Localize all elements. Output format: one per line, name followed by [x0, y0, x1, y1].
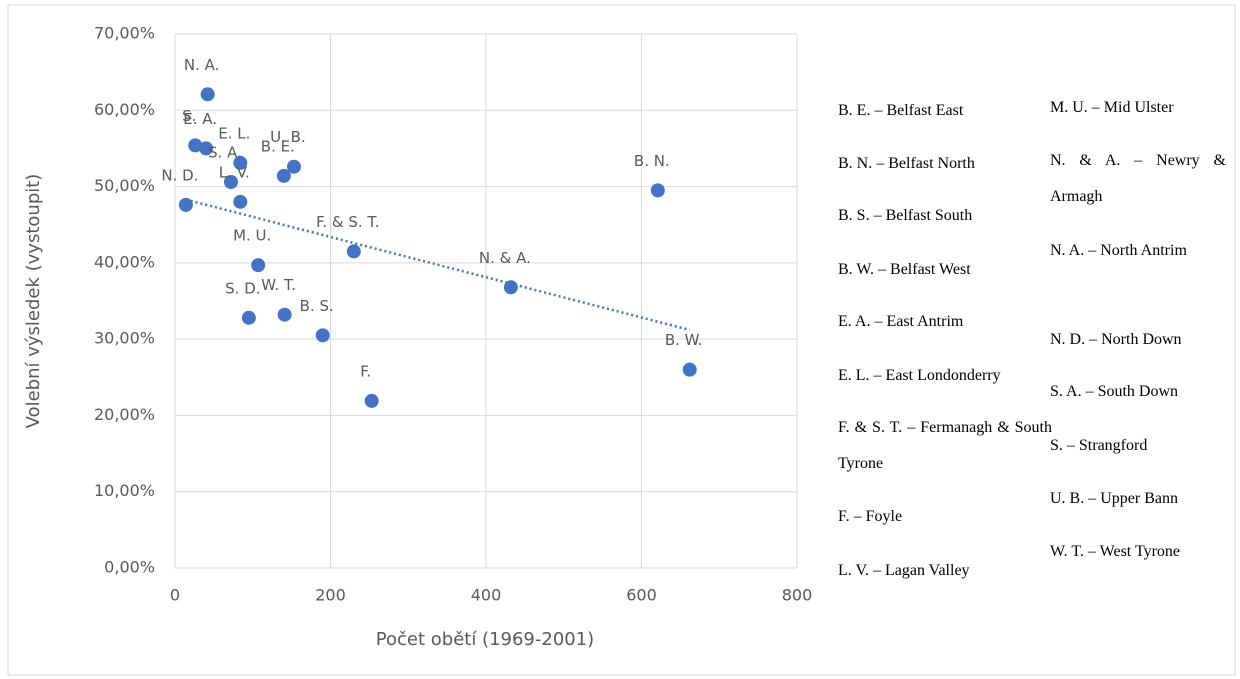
key-entry: B. S. – Belfast South: [838, 207, 973, 224]
point-label: U. B.: [270, 128, 306, 146]
key-entry: N. D. – North Down: [1050, 331, 1182, 348]
x-tick-label: 800: [782, 586, 813, 605]
y-tick-label: 30,00%: [94, 329, 155, 348]
data-point: [277, 307, 292, 322]
key-entry: B. W. – Belfast West: [838, 261, 971, 278]
data-point: [251, 258, 266, 273]
data-point: [233, 194, 248, 209]
key-entry: E. A. – East Antrim: [838, 313, 964, 330]
key-entry: B. N. – Belfast North: [838, 155, 975, 172]
x-tick-label: 400: [471, 586, 502, 605]
data-point: [241, 310, 256, 325]
y-tick-label: 0,00%: [104, 558, 155, 577]
key-entry: N. & A. – Newry & Armagh: [1050, 152, 1226, 205]
y-axis-title: Volební výsledek (vystoupit): [23, 174, 44, 429]
data-point: [178, 197, 193, 212]
x-tick-label: 600: [626, 586, 657, 605]
x-tick-label: 0: [170, 586, 180, 605]
chart-border: [7, 4, 1236, 676]
y-tick-label: 10,00%: [94, 481, 155, 500]
data-point: [223, 174, 238, 189]
x-axis-title: Počet obětí (1969-2001): [376, 629, 594, 650]
point-label: S. A.: [208, 143, 242, 161]
data-point: [276, 168, 291, 183]
key-entry: U. B. – Upper Bann: [1050, 490, 1178, 507]
data-point: [650, 183, 665, 198]
x-tick-label: 200: [315, 586, 346, 605]
key-entry: B. E. – Belfast East: [838, 102, 964, 119]
data-point: [682, 362, 697, 377]
y-tick-label: 70,00%: [94, 24, 155, 43]
point-label: E. A.: [183, 110, 217, 128]
point-label: F. & S. T.: [316, 213, 379, 231]
point-label: B. S.: [300, 297, 334, 315]
key-entry: F. & S. T. – Fermanagh & South Tyrone: [838, 419, 1052, 472]
data-point: [315, 328, 330, 343]
point-label: L. V.: [219, 163, 250, 181]
point-label: W. T.: [261, 276, 296, 294]
y-tick-label: 50,00%: [94, 176, 155, 195]
y-tick-label: 60,00%: [94, 100, 155, 119]
data-point: [503, 280, 518, 295]
point-label: B. N.: [634, 152, 670, 170]
key-entry: N. A. – North Antrim: [1050, 242, 1187, 259]
key-entry: S. – Strangford: [1050, 437, 1148, 454]
key-entry: F. – Foyle: [838, 508, 903, 525]
data-point: [346, 244, 361, 259]
data-point: [233, 155, 248, 170]
point-label: N. D.: [161, 166, 198, 184]
point-label: S.: [182, 107, 196, 125]
data-point: [188, 138, 203, 153]
key-entry: W. T. – West Tyrone: [1050, 543, 1181, 560]
key-entry: E. L. – East Londonderry: [838, 367, 1001, 384]
point-label: B. E.: [261, 137, 295, 155]
key-entry: M. U. – Mid Ulster: [1050, 99, 1174, 116]
point-label: N. & A.: [479, 249, 531, 267]
y-tick-label: 40,00%: [94, 252, 155, 271]
point-label: N. A.: [184, 56, 220, 74]
data-point: [199, 141, 214, 156]
key-entry: L. V. – Lagan Valley: [838, 562, 970, 579]
point-label: F.: [360, 362, 371, 380]
data-point: [286, 159, 301, 174]
y-tick-label: 20,00%: [94, 405, 155, 424]
point-label: S. D.: [225, 279, 260, 297]
point-label: B. W.: [665, 331, 703, 349]
key-entry: S. A. – South Down: [1050, 383, 1179, 400]
trendline: [185, 198, 691, 332]
data-point: [200, 87, 215, 102]
point-label: E. L.: [218, 124, 250, 142]
point-label: M. U.: [233, 227, 271, 245]
data-point: [364, 393, 379, 408]
